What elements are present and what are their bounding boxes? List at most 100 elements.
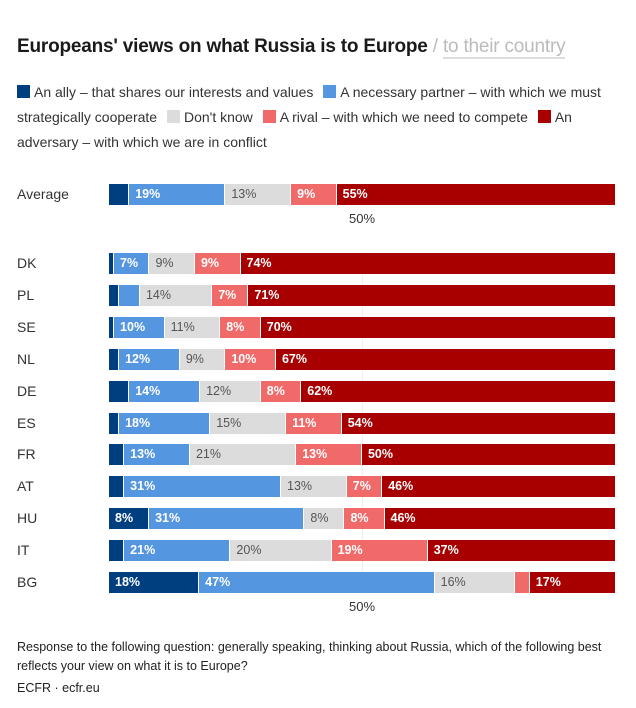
bar-segment-ally[interactable] xyxy=(109,540,125,561)
bar-segment-dont-know[interactable]: 11% xyxy=(164,317,221,338)
data-label: 13% xyxy=(130,447,156,461)
bar-segment-rival[interactable]: 7% xyxy=(212,285,249,306)
bar-segment-adversary[interactable]: 74% xyxy=(240,253,615,274)
bar-segment-adversary[interactable]: 17% xyxy=(529,572,615,593)
legend-item-ally[interactable]: An ally – that shares our interests and … xyxy=(17,84,313,100)
bar-segment-dont-know[interactable]: 13% xyxy=(281,476,347,497)
bar-segment-rival[interactable]: 8% xyxy=(220,317,261,338)
bar-row-fr: 13% 21% 13% 50% xyxy=(109,444,615,465)
bar-segment-ally[interactable] xyxy=(109,444,125,465)
bar-segment-rival[interactable]: 9% xyxy=(291,184,337,205)
legend-label: An ally – that shares our interests and … xyxy=(34,84,314,100)
bar-segment-partner[interactable]: 18% xyxy=(119,413,211,434)
bar-segment-ally[interactable] xyxy=(109,349,120,370)
legend-item-rival[interactable]: A rival – with which we need to compete xyxy=(262,109,528,125)
bar-segment-rival[interactable] xyxy=(514,572,530,593)
data-label: 19% xyxy=(337,543,363,557)
bar-row-nl: 12% 9% 10% 67% xyxy=(109,349,615,370)
bar-segment-adversary[interactable]: 37% xyxy=(427,540,615,561)
bar-segment-dont-know[interactable]: 9% xyxy=(179,349,226,370)
bar-segment-ally[interactable] xyxy=(109,476,125,497)
bar-segment-partner[interactable]: 31% xyxy=(149,508,305,529)
data-label: 11% xyxy=(170,320,195,334)
data-label: 67% xyxy=(281,352,307,366)
bar-segment-rival[interactable]: 19% xyxy=(331,540,428,561)
legend-item-partner[interactable]: A necessary partner – with which we must… xyxy=(17,84,601,125)
data-label: 46% xyxy=(388,479,414,493)
bar-segment-dont-know[interactable]: 15% xyxy=(210,413,287,434)
category-label: ES xyxy=(17,415,36,431)
bar-segment-rival[interactable]: 13% xyxy=(296,444,362,465)
data-label: 7% xyxy=(352,479,371,493)
bar-segment-dont-know[interactable]: 13% xyxy=(225,184,292,205)
category-label: Average xyxy=(17,186,69,202)
bar-segment-ally[interactable] xyxy=(109,184,130,205)
bar-segment-dont-know[interactable]: 20% xyxy=(230,540,332,561)
bar-segment-rival[interactable]: 10% xyxy=(225,349,276,370)
bar-segment-ally[interactable] xyxy=(109,381,130,402)
data-label: 21% xyxy=(130,543,156,557)
bar-row-hu: 8% 31% 8% 8% 46% xyxy=(109,508,615,529)
bar-segment-dont-know[interactable]: 12% xyxy=(200,381,261,402)
data-label: 9% xyxy=(297,187,316,201)
bar-segment-partner[interactable]: 21% xyxy=(124,540,231,561)
category-label: PL xyxy=(17,287,35,303)
bar-row-bg: 18% 47% 16% 17% xyxy=(109,572,615,593)
bar-segment-partner[interactable]: 47% xyxy=(199,572,435,593)
bar-segment-adversary[interactable]: 50% xyxy=(361,444,615,465)
bar-segment-ally[interactable] xyxy=(109,413,120,434)
category-label: DK xyxy=(17,255,37,271)
bar-segment-rival[interactable]: 8% xyxy=(344,508,385,529)
bar-segment-partner[interactable]: 12% xyxy=(119,349,180,370)
bar-segment-adversary[interactable]: 71% xyxy=(248,285,615,306)
data-label: 47% xyxy=(205,575,231,589)
bar-segment-partner[interactable]: 7% xyxy=(114,253,150,274)
axis-tick-label-50: 50% xyxy=(349,599,376,614)
bar-row-at: 31% 13% 7% 46% xyxy=(109,476,615,497)
category-label: FR xyxy=(17,446,36,462)
data-label: 12% xyxy=(206,384,232,398)
bar-segment-ally[interactable] xyxy=(109,253,115,274)
legend-item-adversary[interactable]: An adversary – with which we are in conf… xyxy=(17,109,572,150)
bar-segment-rival[interactable]: 8% xyxy=(260,381,302,402)
alt-view-link[interactable]: to their country xyxy=(442,36,566,59)
bar-segment-partner[interactable]: 31% xyxy=(124,476,282,497)
bar-segment-adversary[interactable]: 62% xyxy=(301,381,615,402)
bar-segment-adversary[interactable]: 54% xyxy=(341,413,615,434)
bar-segment-partner[interactable]: 14% xyxy=(129,381,201,402)
data-label: 54% xyxy=(347,416,373,430)
bar-segment-dont-know[interactable]: 9% xyxy=(149,253,195,274)
bar-segment-ally[interactable]: 18% xyxy=(109,572,200,593)
bar-segment-partner[interactable]: 13% xyxy=(124,444,190,465)
bar-segment-partner[interactable]: 19% xyxy=(129,184,226,205)
bar-segment-dont-know[interactable]: 16% xyxy=(434,572,515,593)
category-label: DE xyxy=(17,383,37,399)
data-label: 7% xyxy=(120,256,139,270)
category-label: BG xyxy=(17,574,38,590)
bar-segment-adversary[interactable]: 46% xyxy=(384,508,615,529)
data-label: 16% xyxy=(440,575,466,589)
bar-segment-dont-know[interactable]: 8% xyxy=(304,508,345,529)
chart-title-text: Europeans' views on what Russia is to Eu… xyxy=(17,36,428,57)
bar-segment-dont-know[interactable]: 14% xyxy=(139,285,213,306)
bar-segment-rival[interactable]: 7% xyxy=(346,476,383,497)
bar-segment-adversary[interactable]: 70% xyxy=(260,317,615,338)
bar-segment-rival[interactable]: 11% xyxy=(286,413,342,434)
bar-segment-partner[interactable]: 10% xyxy=(114,317,165,338)
bar-segment-dont-know[interactable]: 21% xyxy=(189,444,297,465)
bar-segment-adversary[interactable]: 55% xyxy=(336,184,615,205)
bar-segment-partner[interactable] xyxy=(119,285,140,306)
bar-segment-adversary[interactable]: 67% xyxy=(275,349,615,370)
bar-segment-ally[interactable] xyxy=(109,317,115,338)
data-label: 12% xyxy=(125,352,151,366)
bar-row-average: 19% 13% 9% 55% xyxy=(109,184,615,205)
legend-item-dont-know[interactable]: Don't know xyxy=(166,109,253,125)
bar-segment-ally[interactable]: 8% xyxy=(109,508,150,529)
data-label: 71% xyxy=(254,288,280,302)
data-label: 8% xyxy=(226,320,245,334)
bar-segment-rival[interactable]: 9% xyxy=(194,253,241,274)
bar-segment-adversary[interactable]: 46% xyxy=(382,476,615,497)
bar-segment-ally[interactable] xyxy=(109,285,120,306)
data-label: 37% xyxy=(433,543,459,557)
title-separator: / xyxy=(432,36,438,57)
